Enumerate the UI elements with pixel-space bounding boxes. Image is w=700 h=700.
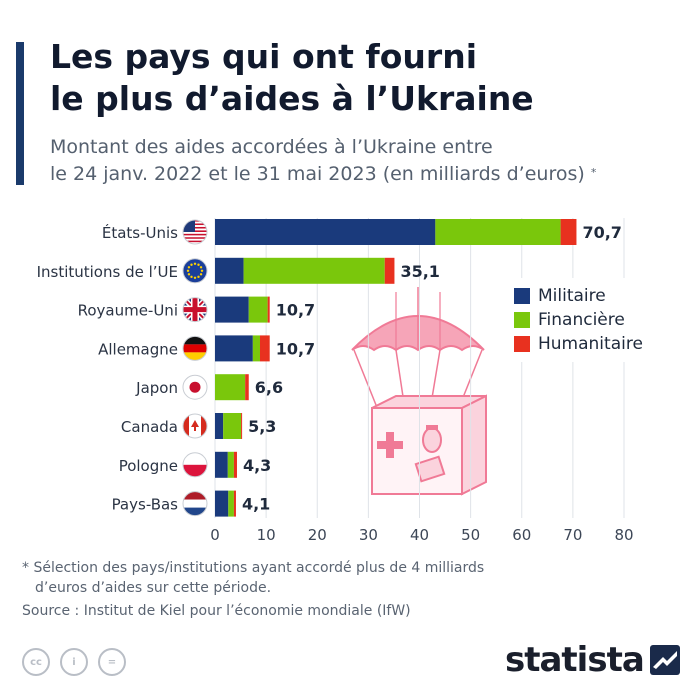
license-icons: cc i =: [22, 648, 136, 676]
subtitle-asterisk: *: [590, 166, 597, 179]
source-note: Source : Institut de Kiel pour l’économi…: [22, 603, 411, 619]
japan-flag-icon: [182, 374, 208, 400]
bar-segment-humanitaire: [384, 257, 395, 284]
category-labels: États-Unis Institutions de l’UE Royaume-Un…: [37, 219, 208, 517]
bar-segment-militaire: [215, 296, 249, 323]
x-axis: 0 10 20 30 40 50 60 70 80: [210, 526, 633, 544]
bar-segment-militaire: [215, 413, 224, 439]
bar-total-label: 4,3: [243, 456, 271, 475]
subtitle-line-2: le 24 janv. 2022 et le 31 mai 2023 (en m…: [50, 163, 597, 185]
bar-segment-financière: [215, 374, 246, 401]
category-label: Japon: [135, 379, 178, 397]
x-tick-label: 0: [210, 526, 220, 544]
stacked-bar-chart: 70,7 35,1 10,7 10,7 6,6 5,3 4,3 4,1 0 10 20 30 40 50…: [37, 218, 634, 544]
bar-segment-militaire: [215, 335, 253, 362]
legend-item-humanitaire: Humanitaire: [514, 332, 643, 356]
bar-segment-humanitaire: [233, 451, 237, 478]
bar-segment-financière: [248, 296, 268, 323]
title-accent-bar: [16, 42, 24, 185]
subtitle: Montant des aides accordées à l’Ukraine …: [50, 134, 690, 188]
brand-wordmark: statista: [505, 640, 645, 680]
bar-total-label: 10,7: [276, 301, 315, 320]
x-tick-label: 60: [512, 526, 531, 544]
footnote: * Sélection des pays/institutions ayant …: [22, 558, 484, 598]
category-label: Royaume-Uni: [78, 302, 178, 320]
footnote-line-1: * Sélection des pays/institutions ayant …: [22, 560, 485, 576]
bar-segment-humanitaire: [245, 374, 249, 401]
bar-total-label: 6,6: [255, 378, 283, 397]
x-tick-label: 40: [410, 526, 429, 544]
legend-label-militaire: Militaire: [538, 286, 606, 306]
x-tick-label: 20: [308, 526, 327, 544]
subtitle-line-1: Montant des aides accordées à l’Ukraine …: [50, 136, 493, 158]
footnote-line-2: d’euros d’aides sur cette période.: [35, 580, 272, 596]
category-label: Pays-Bas: [112, 496, 179, 514]
no-derivatives-icon[interactable]: =: [98, 648, 126, 676]
bar-segment-financière: [223, 413, 242, 439]
legend-item-financiere: Financière: [514, 308, 643, 332]
legend-label-humanitaire: Humanitaire: [538, 334, 643, 354]
bar-segment-humanitaire: [267, 296, 270, 323]
canada-flag-icon: [182, 413, 208, 439]
bar-total-label: 70,7: [582, 223, 621, 242]
bar-segment-humanitaire: [233, 490, 236, 517]
legend-swatch-militaire: [514, 288, 530, 304]
bar-segment-financière: [435, 219, 561, 245]
legend-swatch-financiere: [514, 312, 530, 328]
category-label: Canada: [121, 418, 178, 436]
parachute-aid-illustration: [351, 287, 487, 496]
germany-flag-icon: [182, 335, 208, 361]
x-tick-label: 70: [563, 526, 582, 544]
bar-segment-militaire: [215, 219, 436, 245]
eu-flag-icon: [182, 258, 208, 284]
us-flag-icon: [182, 219, 208, 245]
legend-label-financiere: Financière: [538, 310, 625, 330]
bar-segment-militaire: [215, 490, 229, 517]
bar-segment-humanitaire: [259, 335, 270, 362]
bar-segment-financière: [227, 451, 234, 478]
x-tick-label: 50: [461, 526, 480, 544]
x-tick-label: 80: [614, 526, 633, 544]
statista-logo[interactable]: statista: [505, 640, 680, 680]
cc-icon[interactable]: cc: [22, 648, 50, 676]
x-tick-label: 10: [257, 526, 276, 544]
netherlands-flag-icon: [182, 491, 208, 517]
bar-segment-financière: [243, 257, 385, 284]
category-label: États-Unis: [102, 223, 178, 242]
page-title: Les pays qui ont fourni le plus d’aides …: [50, 36, 534, 120]
bar-segment-militaire: [215, 257, 244, 284]
bar-segment-financière: [252, 335, 260, 362]
bar-segment-militaire: [215, 451, 228, 478]
bar-total-label: 35,1: [400, 262, 439, 281]
title-line-2: le plus d’aides à l’Ukraine: [50, 79, 534, 118]
legend-swatch-humanitaire: [514, 336, 530, 352]
category-label: Institutions de l’UE: [37, 263, 178, 281]
bar-total-label: 5,3: [248, 417, 276, 436]
bar-segment-humanitaire: [241, 413, 243, 439]
bar-total-label: 4,1: [242, 495, 270, 514]
attribution-icon[interactable]: i: [60, 648, 88, 676]
title-line-1: Les pays qui ont fourni: [50, 37, 478, 76]
bar-segment-humanitaire: [560, 219, 577, 245]
legend-item-militaire: Militaire: [514, 284, 643, 308]
uk-flag-icon: [182, 297, 208, 323]
bars: 70,7 35,1 10,7 10,7 6,6 5,3 4,3 4,1: [215, 219, 622, 517]
category-label: Pologne: [119, 457, 178, 475]
poland-flag-icon: [182, 452, 208, 478]
category-label: Allemagne: [98, 340, 178, 358]
legend: Militaire Financière Humanitaire: [504, 278, 653, 362]
bar-segment-financière: [228, 490, 234, 517]
statista-logo-icon: [649, 645, 680, 675]
x-tick-label: 30: [359, 526, 378, 544]
bar-total-label: 10,7: [276, 339, 315, 358]
